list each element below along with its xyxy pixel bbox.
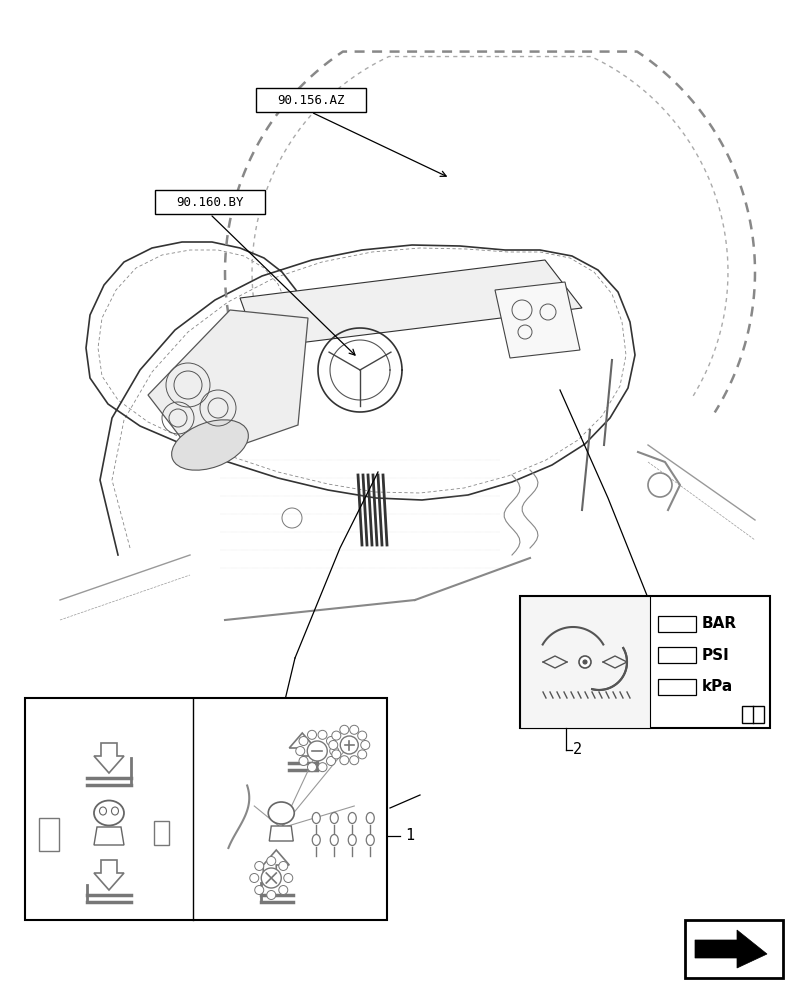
Ellipse shape bbox=[330, 834, 339, 846]
Ellipse shape bbox=[99, 807, 107, 815]
Circle shape bbox=[329, 740, 338, 750]
Circle shape bbox=[261, 868, 281, 888]
Bar bbox=[685, 920, 783, 978]
Polygon shape bbox=[148, 310, 308, 460]
Ellipse shape bbox=[312, 812, 320, 824]
Ellipse shape bbox=[94, 800, 124, 826]
Circle shape bbox=[296, 746, 305, 756]
Circle shape bbox=[358, 750, 367, 759]
Bar bbox=[25, 698, 387, 920]
Bar bbox=[520, 596, 650, 728]
Circle shape bbox=[267, 890, 276, 900]
Circle shape bbox=[340, 736, 358, 754]
Circle shape bbox=[308, 730, 317, 739]
Circle shape bbox=[326, 737, 335, 746]
Circle shape bbox=[299, 756, 308, 765]
Circle shape bbox=[284, 874, 292, 882]
Text: 1: 1 bbox=[405, 828, 415, 843]
Ellipse shape bbox=[312, 834, 320, 846]
Circle shape bbox=[358, 731, 367, 740]
Circle shape bbox=[308, 763, 317, 772]
Polygon shape bbox=[94, 827, 124, 845]
Text: BAR: BAR bbox=[702, 616, 737, 632]
Bar bbox=[742, 706, 764, 723]
Ellipse shape bbox=[330, 812, 339, 824]
Circle shape bbox=[267, 856, 276, 865]
Text: kPa: kPa bbox=[702, 679, 733, 694]
Text: PSI: PSI bbox=[702, 648, 730, 663]
Ellipse shape bbox=[366, 834, 374, 846]
Circle shape bbox=[318, 730, 327, 739]
Circle shape bbox=[326, 756, 335, 765]
Bar bbox=[658, 647, 696, 663]
Polygon shape bbox=[495, 282, 580, 358]
Ellipse shape bbox=[112, 807, 119, 815]
Text: 90.156.AZ: 90.156.AZ bbox=[277, 94, 345, 106]
Text: 2: 2 bbox=[573, 742, 582, 758]
Polygon shape bbox=[695, 930, 767, 968]
Polygon shape bbox=[240, 260, 582, 348]
Bar bbox=[155, 190, 265, 214]
Ellipse shape bbox=[171, 420, 248, 470]
Ellipse shape bbox=[268, 802, 294, 824]
Circle shape bbox=[255, 861, 263, 870]
Circle shape bbox=[279, 886, 288, 895]
Circle shape bbox=[360, 740, 370, 750]
Bar bbox=[520, 596, 770, 728]
Bar bbox=[256, 88, 366, 112]
Circle shape bbox=[340, 725, 349, 734]
Polygon shape bbox=[39, 818, 59, 851]
Bar bbox=[658, 616, 696, 632]
Circle shape bbox=[279, 861, 288, 870]
Ellipse shape bbox=[366, 812, 374, 824]
Ellipse shape bbox=[348, 812, 356, 824]
Circle shape bbox=[583, 660, 587, 664]
Polygon shape bbox=[154, 821, 169, 845]
Circle shape bbox=[340, 756, 349, 765]
Circle shape bbox=[332, 731, 341, 740]
Text: 90.160.BY: 90.160.BY bbox=[176, 196, 244, 209]
Polygon shape bbox=[269, 826, 293, 841]
Circle shape bbox=[579, 656, 591, 668]
Ellipse shape bbox=[348, 834, 356, 846]
Circle shape bbox=[350, 756, 359, 765]
Circle shape bbox=[299, 737, 308, 746]
Circle shape bbox=[350, 725, 359, 734]
Circle shape bbox=[330, 746, 339, 756]
Bar bbox=[658, 679, 696, 695]
Circle shape bbox=[307, 741, 327, 761]
Circle shape bbox=[332, 750, 341, 759]
Circle shape bbox=[250, 874, 259, 882]
Circle shape bbox=[255, 886, 263, 895]
Circle shape bbox=[318, 763, 327, 772]
